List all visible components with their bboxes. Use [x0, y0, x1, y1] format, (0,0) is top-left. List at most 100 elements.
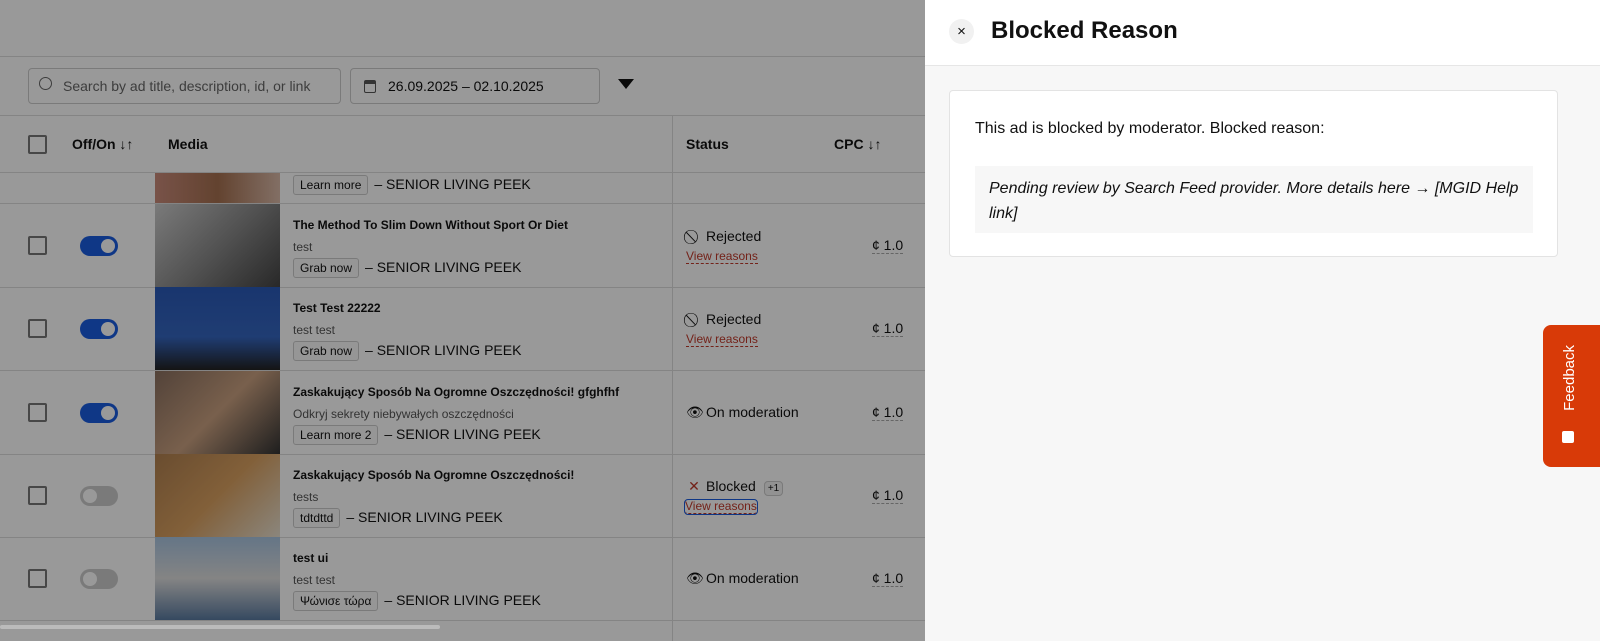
- view-reasons-link[interactable]: View reasons: [686, 249, 758, 264]
- horizontal-scrollbar[interactable]: [0, 625, 440, 629]
- ad-description: tests: [293, 490, 319, 504]
- column-divider: [672, 115, 673, 641]
- filter-icon[interactable]: [618, 79, 634, 89]
- ad-thumbnail: [155, 173, 280, 203]
- ad-thumbnail: [155, 371, 280, 454]
- brand: – SENIOR LIVING PEEK: [346, 509, 503, 525]
- eye-icon: 👁: [686, 570, 704, 586]
- modal-backdrop[interactable]: [0, 0, 925, 641]
- cta-label: Learn more: [293, 175, 369, 195]
- reason-card: This ad is blocked by moderator. Blocked…: [949, 90, 1558, 257]
- eye-icon: 👁: [686, 404, 704, 420]
- feedback-icon: [1562, 431, 1574, 443]
- row-checkbox[interactable]: [28, 403, 47, 422]
- status-toggle[interactable]: [80, 569, 118, 589]
- status-toggle[interactable]: [80, 236, 118, 256]
- ad-thumbnail: [155, 287, 280, 370]
- search-input[interactable]: Search by ad title, description, id, or …: [28, 68, 341, 104]
- brand: – SENIOR LIVING PEEK: [384, 426, 541, 442]
- table-row: Zaskakujący Sposób Na Ogromne Oszczędnoś…: [0, 454, 925, 538]
- ad-thumbnail: [155, 204, 280, 287]
- toggle-knob: [101, 406, 115, 420]
- cta-label: Grab now: [293, 341, 360, 361]
- status-badge: 👁 On moderation: [686, 404, 799, 421]
- reason-lead: This ad is blocked by moderator. Blocked…: [975, 120, 1325, 137]
- brand: – SENIOR LIVING PEEK: [365, 342, 522, 358]
- status-badge: ✕ Blocked +1: [686, 478, 784, 496]
- row-checkbox[interactable]: [28, 486, 47, 505]
- row-checkbox[interactable]: [28, 569, 47, 588]
- row-checkbox[interactable]: [28, 319, 47, 338]
- ad-description: test: [293, 240, 313, 254]
- select-all-checkbox[interactable]: [28, 135, 47, 154]
- ad-cta: Ψώνισε τώρα – SENIOR LIVING PEEK: [293, 591, 541, 611]
- ad-title[interactable]: Zaskakujący Sposób Na Ogromne Oszczędnoś…: [293, 385, 620, 399]
- status-toggle[interactable]: [80, 486, 118, 506]
- brand: – SENIOR LIVING PEEK: [365, 259, 522, 275]
- table-row: test ui test test Ψώνισε τώρα – SENIOR LI…: [0, 537, 925, 621]
- cta-label: Grab now: [293, 258, 360, 278]
- calendar-icon: [364, 80, 376, 93]
- table-row: Learn more – SENIOR LIVING PEEK: [0, 173, 925, 204]
- status-label: Rejected: [706, 228, 762, 244]
- top-bar: [0, 0, 925, 57]
- toggle-knob: [101, 239, 115, 253]
- toggle-knob: [83, 572, 97, 586]
- ad-description: test test: [293, 573, 336, 587]
- date-range-value: 26.09.2025 – 02.10.2025: [388, 78, 544, 94]
- ad-cta: Learn more – SENIOR LIVING PEEK: [293, 175, 531, 195]
- brand: – SENIOR LIVING PEEK: [374, 176, 531, 192]
- status-label: On moderation: [706, 570, 799, 586]
- header-cpc[interactable]: CPC ↓↑: [834, 136, 882, 152]
- close-button[interactable]: ×: [949, 19, 974, 44]
- search-placeholder: Search by ad title, description, id, or …: [63, 78, 311, 94]
- view-reasons-link[interactable]: View reasons: [684, 499, 758, 515]
- ad-title[interactable]: The Method To Slim Down Without Sport Or…: [293, 218, 568, 232]
- cta-label: Learn more 2: [293, 425, 379, 445]
- ad-title[interactable]: test ui: [293, 551, 329, 565]
- status-badge: ⃠Rejected: [686, 311, 761, 328]
- ad-cta: Grab now – SENIOR LIVING PEEK: [293, 341, 522, 361]
- search-icon: [39, 77, 52, 90]
- reason-text: Pending review by Search Feed provider. …: [975, 166, 1533, 233]
- cpc-value[interactable]: ¢ 1.0: [872, 487, 904, 504]
- ad-thumbnail: [155, 537, 280, 620]
- cta-label: Ψώνισε τώρα: [293, 591, 379, 611]
- ad-cta: Grab now – SENIOR LIVING PEEK: [293, 258, 522, 278]
- ad-title[interactable]: Test Test 22222: [293, 301, 381, 315]
- ad-title[interactable]: Zaskakujący Sposób Na Ogromne Oszczędnoś…: [293, 468, 575, 482]
- status-badge: ⃠Rejected: [686, 228, 761, 245]
- ad-cta: Learn more 2 – SENIOR LIVING PEEK: [293, 425, 541, 445]
- status-label: Rejected: [706, 311, 762, 327]
- brand: – SENIOR LIVING PEEK: [384, 592, 541, 608]
- header-media: Media: [168, 136, 208, 152]
- extra-status-count[interactable]: +1: [763, 481, 784, 496]
- drawer-header: × Blocked Reason: [925, 0, 1600, 66]
- drawer-title: Blocked Reason: [991, 17, 1178, 44]
- status-label: On moderation: [706, 404, 799, 420]
- cta-label: tdtdttd: [293, 508, 341, 528]
- ad-cta: tdtdttd – SENIOR LIVING PEEK: [293, 508, 503, 528]
- table-row: Zaskakujący Sposób Na Ogromne Oszczędnoś…: [0, 371, 925, 455]
- header-status: Status: [686, 136, 729, 152]
- header-off-on[interactable]: Off/On ↓↑: [72, 136, 134, 152]
- cpc-value[interactable]: ¢ 1.0: [872, 237, 904, 254]
- table-row: The Method To Slim Down Without Sport Or…: [0, 204, 925, 288]
- status-label: Blocked: [706, 478, 756, 494]
- feedback-label: Feedback: [1561, 345, 1578, 411]
- table-row: Test Test 22222 test test Grab now – SENI…: [0, 287, 925, 371]
- cpc-value[interactable]: ¢ 1.0: [872, 320, 904, 337]
- feedback-button[interactable]: Feedback: [1543, 325, 1600, 467]
- row-checkbox[interactable]: [28, 236, 47, 255]
- cpc-value[interactable]: ¢ 1.0: [872, 404, 904, 421]
- ad-description: test test: [293, 323, 336, 337]
- view-reasons-link[interactable]: View reasons: [686, 332, 758, 347]
- date-range-picker[interactable]: 26.09.2025 – 02.10.2025: [350, 68, 600, 104]
- ad-thumbnail: [155, 454, 280, 537]
- status-toggle[interactable]: [80, 403, 118, 423]
- toggle-knob: [83, 489, 97, 503]
- cpc-value[interactable]: ¢ 1.0: [872, 570, 904, 587]
- table-header: Off/On ↓↑ Media Status CPC ↓↑: [0, 115, 925, 173]
- status-toggle[interactable]: [80, 319, 118, 339]
- x-icon: ✕: [688, 478, 700, 494]
